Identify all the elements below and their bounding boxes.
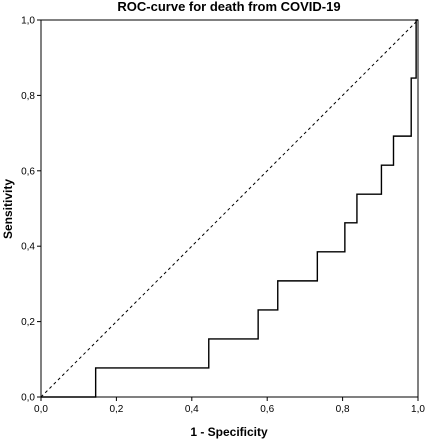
reference-diagonal-line [40, 19, 419, 398]
y-axis: 0,0 0,2 0,4 0,6 0,8 1,0 [21, 16, 41, 404]
y-tick-label: 0,4 [21, 242, 35, 253]
x-tick-label: 0,4 [185, 404, 199, 415]
y-tick-label: 1,0 [21, 16, 35, 27]
roc-curve-line [41, 19, 418, 398]
x-tick-label: 0,2 [109, 404, 123, 415]
chart-title: ROC-curve for death from COVID-19 [117, 0, 340, 14]
x-axis: 0,0 0,2 0,4 0,6 0,8 1,0 [34, 397, 425, 415]
y-tick-label: 0,2 [21, 317, 35, 328]
x-tick-label: 0,0 [34, 404, 48, 415]
x-tick-label: 1,0 [411, 404, 425, 415]
y-tick-label: 0,0 [21, 393, 35, 404]
x-tick-label: 0,8 [336, 404, 350, 415]
x-tick-label: 0,6 [260, 404, 274, 415]
x-axis-label: 1 - Specificity [190, 425, 268, 439]
y-tick-label: 0,8 [21, 91, 35, 102]
y-tick-label: 0,6 [21, 166, 35, 177]
y-axis-label: Sensitivity [1, 179, 15, 239]
plot-area-frame [40, 19, 419, 398]
